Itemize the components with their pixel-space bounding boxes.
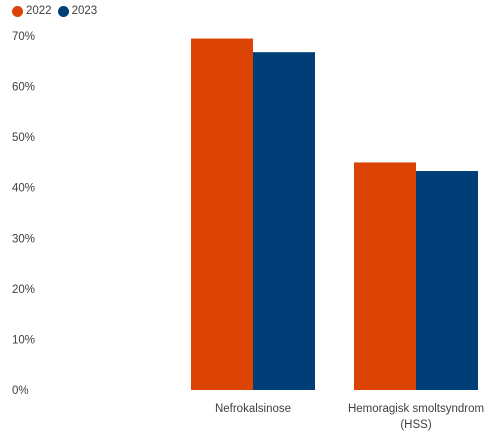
- y-tick-label: 50%: [12, 132, 35, 144]
- category-label: Nefrokalsinose: [215, 403, 291, 415]
- y-tick-label: 60%: [12, 82, 35, 94]
- legend-swatch-2022: [12, 5, 23, 17]
- legend-label-2022: 2022: [26, 5, 52, 17]
- y-tick-label: 40%: [12, 183, 35, 195]
- legend-swatch-2023: [57, 5, 69, 17]
- bar-2023: [416, 171, 478, 390]
- bar-2022: [191, 38, 253, 391]
- legend-item-2022: 2022: [12, 5, 52, 17]
- category-label: Hemoragisk smoltsyndrom: [348, 403, 484, 415]
- y-tick-label: 10%: [12, 334, 35, 346]
- bar-2023: [253, 52, 315, 390]
- legend: 2022 2023: [12, 5, 103, 17]
- y-tick-label: 70%: [12, 31, 35, 43]
- category-label: (HSS): [400, 419, 431, 431]
- y-tick-label: 30%: [12, 233, 35, 245]
- y-tick-label: 0%: [12, 385, 29, 397]
- y-tick-label: 20%: [12, 284, 35, 296]
- legend-label-2023: 2023: [71, 5, 98, 17]
- legend-item-2023: 2023: [57, 5, 98, 17]
- bar-2022: [354, 162, 416, 390]
